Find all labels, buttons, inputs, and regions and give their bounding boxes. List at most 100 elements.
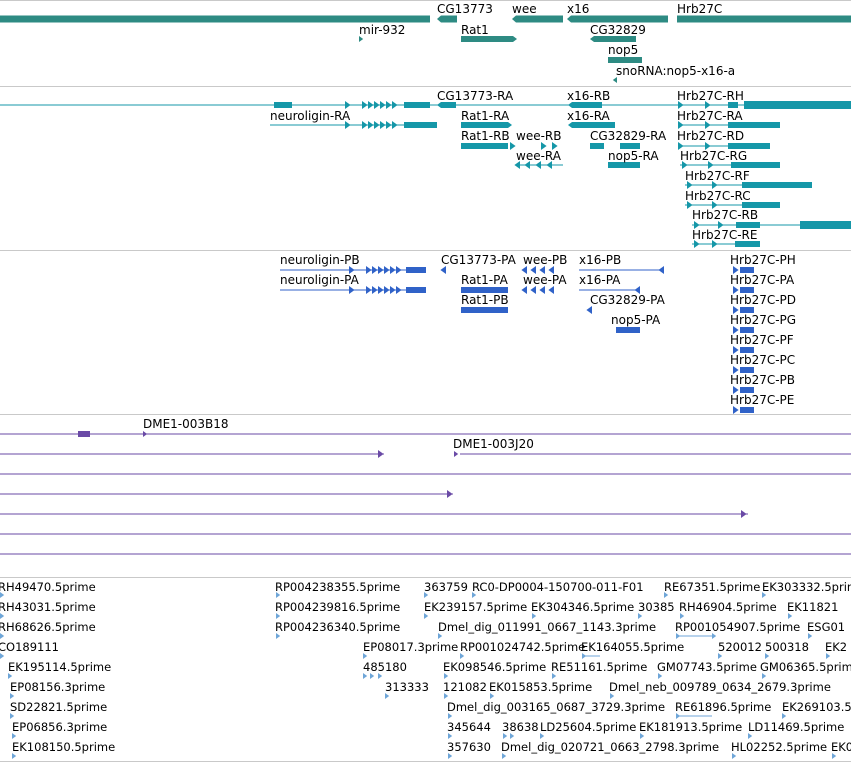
protein-feature[interactable] — [396, 266, 402, 274]
transcript-exon[interactable] — [374, 101, 380, 109]
protein-feature[interactable] — [440, 266, 446, 274]
transcript-label[interactable]: CG32829-RA — [590, 129, 667, 143]
protein-label[interactable]: x16-PA — [579, 273, 621, 287]
est-label[interactable]: EK2 — [825, 640, 848, 654]
est-label[interactable]: EK015853.5prime — [489, 680, 593, 694]
transcript-exon[interactable] — [800, 221, 851, 229]
transcript-exon[interactable] — [380, 101, 386, 109]
transcript-exon[interactable] — [510, 142, 516, 150]
est-feature[interactable] — [444, 673, 449, 679]
transcript-exon[interactable] — [392, 121, 398, 129]
est-label[interactable]: RH49470.5prime — [0, 580, 96, 594]
transcript-exon[interactable] — [712, 240, 718, 248]
gene-label[interactable]: Rat1 — [461, 23, 489, 37]
protein-label[interactable]: Hrb27C-PC — [730, 353, 796, 367]
gene-label[interactable]: mir-932 — [359, 23, 406, 37]
est-label[interactable]: RP004239816.5prime — [275, 600, 401, 614]
protein-feature[interactable] — [634, 286, 640, 294]
clone-feature[interactable] — [378, 450, 384, 458]
est-label[interactable]: RH43031.5prime — [0, 600, 96, 614]
transcript-exon[interactable] — [608, 162, 640, 168]
est-label[interactable]: 485180 — [363, 660, 407, 674]
protein-label[interactable]: CG13773-PA — [441, 253, 516, 267]
est-label[interactable]: 313333 — [385, 680, 429, 694]
transcript-exon[interactable] — [552, 142, 558, 150]
est-label[interactable]: RC0-DP0004-150700-011-F01 — [472, 580, 644, 594]
est-label[interactable]: 38638 — [502, 720, 539, 734]
est-feature[interactable] — [610, 693, 615, 699]
est-feature[interactable] — [8, 673, 13, 679]
transcript-exon[interactable] — [546, 161, 552, 169]
protein-feature[interactable] — [384, 286, 390, 294]
est-feature[interactable] — [12, 753, 17, 759]
transcript-exon[interactable] — [368, 121, 374, 129]
est-label[interactable]: SD22821.5prime — [10, 700, 108, 714]
protein-feature[interactable] — [539, 286, 545, 294]
transcript-exon[interactable] — [380, 121, 386, 129]
est-feature[interactable] — [732, 753, 737, 759]
transcript-label[interactable]: Rat1-RB — [461, 129, 510, 143]
transcript-exon[interactable] — [404, 122, 437, 128]
gene-feature-bar[interactable] — [590, 36, 636, 42]
transcript-label[interactable]: Hrb27C-RD — [677, 129, 745, 143]
est-feature[interactable] — [0, 653, 5, 659]
protein-label[interactable]: neuroligin-PB — [280, 253, 360, 267]
protein-feature[interactable] — [521, 286, 527, 294]
est-feature[interactable] — [472, 592, 477, 598]
protein-label[interactable]: Hrb27C-PA — [730, 273, 795, 287]
est-feature[interactable] — [0, 613, 5, 619]
transcript-label[interactable]: Rat1-RA — [461, 109, 510, 123]
est-label[interactable]: EK303332.5prime — [762, 580, 851, 594]
est-feature[interactable] — [638, 613, 643, 619]
protein-feature[interactable] — [733, 386, 739, 394]
protein-label[interactable]: Hrb27C-PF — [730, 333, 794, 347]
clone-feature[interactable] — [447, 490, 453, 498]
transcript-exon[interactable] — [728, 143, 770, 149]
clone-label[interactable]: DME1-003B18 — [143, 417, 229, 431]
transcript-exon[interactable] — [736, 222, 760, 228]
est-feature[interactable] — [664, 592, 669, 598]
protein-feature[interactable] — [733, 406, 739, 414]
protein-feature[interactable] — [530, 286, 536, 294]
protein-feature[interactable] — [740, 347, 754, 353]
protein-feature[interactable] — [616, 327, 640, 333]
protein-label[interactable]: Hrb27C-PH — [730, 253, 796, 267]
transcript-exon[interactable] — [678, 101, 684, 109]
clone-label[interactable]: DME1-003J20 — [453, 437, 534, 451]
protein-feature[interactable] — [378, 266, 384, 274]
est-label[interactable]: EP08156.3prime — [10, 680, 106, 694]
transcript-exon[interactable] — [742, 202, 780, 208]
gene-label[interactable]: CG13773 — [437, 2, 493, 16]
est-label[interactable]: RE67351.5prime — [664, 580, 761, 594]
est-label[interactable]: RP001024742.5prime — [460, 640, 586, 654]
transcript-exon[interactable] — [461, 122, 512, 128]
transcript-exon[interactable] — [712, 201, 718, 209]
est-label[interactable]: HL02252.5prime — [731, 740, 828, 754]
transcript-exon[interactable] — [590, 143, 604, 149]
protein-feature[interactable] — [733, 286, 739, 294]
transcript-exon[interactable] — [678, 121, 684, 129]
protein-feature[interactable] — [733, 306, 739, 314]
est-feature[interactable] — [10, 713, 15, 719]
transcript-exon[interactable] — [541, 142, 547, 150]
transcript-label[interactable]: Hrb27C-RA — [677, 109, 743, 123]
est-label[interactable]: CO189111 — [0, 640, 59, 654]
transcript-exon[interactable] — [568, 102, 602, 108]
transcript-exon[interactable] — [274, 102, 292, 108]
est-feature[interactable] — [762, 673, 767, 679]
est-feature[interactable] — [276, 592, 281, 598]
est-label[interactable]: EP08017.3prime — [363, 640, 459, 654]
transcript-exon[interactable] — [362, 121, 368, 129]
est-label[interactable]: LD25604.5prime — [540, 720, 637, 734]
est-feature[interactable] — [490, 693, 495, 699]
est-feature[interactable] — [424, 613, 429, 619]
protein-feature[interactable] — [406, 287, 426, 293]
protein-feature[interactable] — [740, 327, 754, 333]
transcript-exon[interactable] — [731, 162, 780, 168]
transcript-label[interactable]: Hrb27C-RG — [680, 149, 748, 163]
est-label[interactable]: Dmel_dig_011991_0667_1143.3prime — [438, 620, 657, 634]
est-feature[interactable] — [782, 713, 787, 719]
transcript-label[interactable]: Hrb27C-RF — [685, 169, 750, 183]
protein-label[interactable]: x16-PB — [579, 253, 622, 267]
transcript-exon[interactable] — [744, 101, 851, 109]
